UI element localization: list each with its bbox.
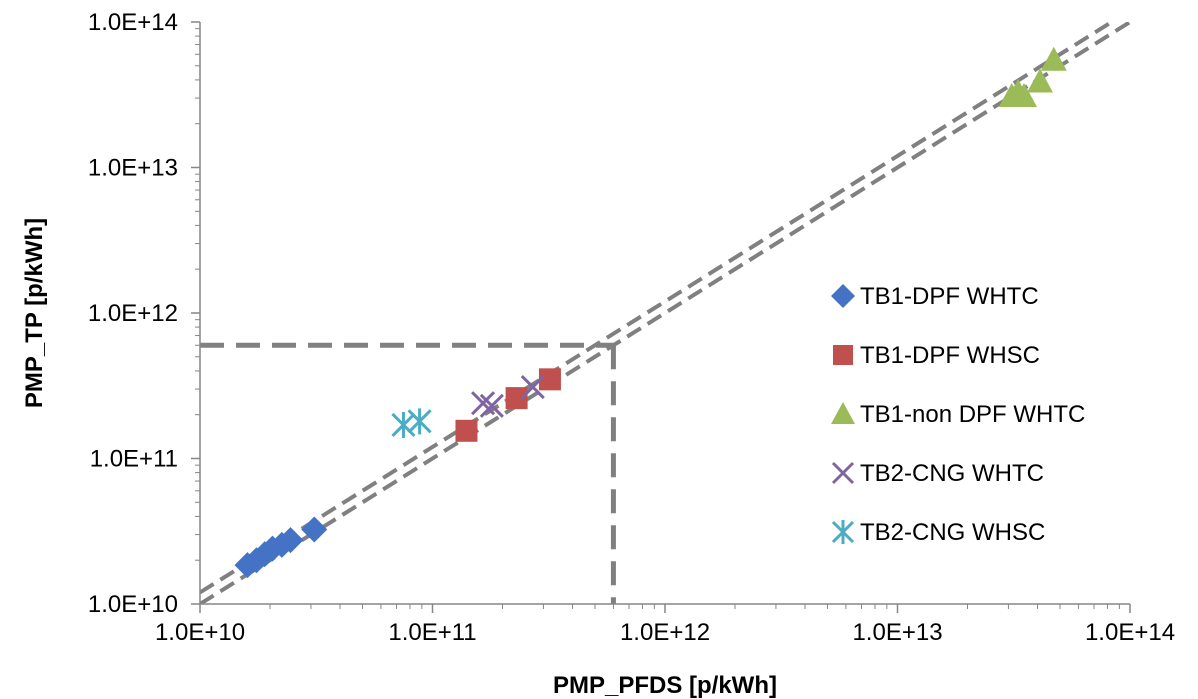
data-point <box>520 374 545 400</box>
legend-marker <box>831 520 855 544</box>
y-tick-label: 1.0E+11 <box>90 446 178 473</box>
legend: TB1-DPF WHTC TB1-DPF WHSC TB1-non DPF WHTC… <box>831 283 1085 546</box>
legend-item: TB1-DPF WHTC <box>831 283 1039 310</box>
data-point <box>471 391 496 416</box>
axis-ticks <box>191 21 1131 613</box>
legend-marker <box>831 284 855 308</box>
data-point <box>1026 68 1053 93</box>
data-point <box>277 527 304 554</box>
legend-marker <box>831 402 855 424</box>
series-group <box>391 408 432 438</box>
legend-label: TB1-DPF WHSC <box>860 342 1040 369</box>
series-group <box>455 368 561 442</box>
reference-line <box>200 22 1130 604</box>
data-point <box>391 411 416 438</box>
data-point <box>538 368 561 391</box>
data-point <box>455 419 478 442</box>
legend-item: TB2-CNG WHSC <box>831 519 1045 546</box>
data-point <box>1040 46 1067 71</box>
legend-label: TB1-DPF WHTC <box>860 283 1039 310</box>
y-tick-label: 1.0E+14 <box>88 9 178 36</box>
legend-item: TB1-DPF WHSC <box>833 342 1040 369</box>
x-tick-label: 1.0E+14 <box>1085 619 1175 646</box>
tick-labels: 1.0E+101.0E+10 1.0E+11 1.0E+11 1.0E+12 1.0E+… <box>88 9 1175 646</box>
reference-line <box>200 22 1116 595</box>
series-group <box>471 374 545 418</box>
legend-label: TB1-non DPF WHTC <box>860 401 1085 428</box>
y-axis-title: PMP_TP [p/kWh] <box>21 218 48 408</box>
series-group <box>234 516 328 579</box>
legend-marker <box>833 345 853 365</box>
x-tick-label: 1.0E+11 <box>388 619 476 646</box>
x-tick-label: 1.0E+12 <box>620 619 710 646</box>
y-tick-label: 1.0E+10 <box>88 591 178 618</box>
x-tick-label: 1.0E+10 <box>155 619 245 646</box>
legend-item: TB2-CNG WHTC <box>831 460 1044 487</box>
data-point <box>301 516 328 543</box>
y-tick-label: 1.0E+12 <box>88 300 178 327</box>
x-tick-label: 1.0E+13 <box>852 619 942 646</box>
data-point <box>479 393 504 418</box>
legend-item: TB1-non DPF WHTC <box>831 401 1085 428</box>
plot-area <box>200 22 1130 604</box>
legend-label: TB2-CNG WHTC <box>860 460 1044 487</box>
data-point <box>407 408 432 435</box>
legend-label: TB2-CNG WHSC <box>860 519 1045 546</box>
legend-marker <box>831 461 855 485</box>
series-group <box>998 46 1067 108</box>
data-point <box>1010 83 1037 108</box>
y-tick-label: 1.0E+13 <box>88 155 178 182</box>
x-axis-title: PMP_PFDS [p/kWh] <box>553 672 777 699</box>
data-point <box>505 387 528 410</box>
